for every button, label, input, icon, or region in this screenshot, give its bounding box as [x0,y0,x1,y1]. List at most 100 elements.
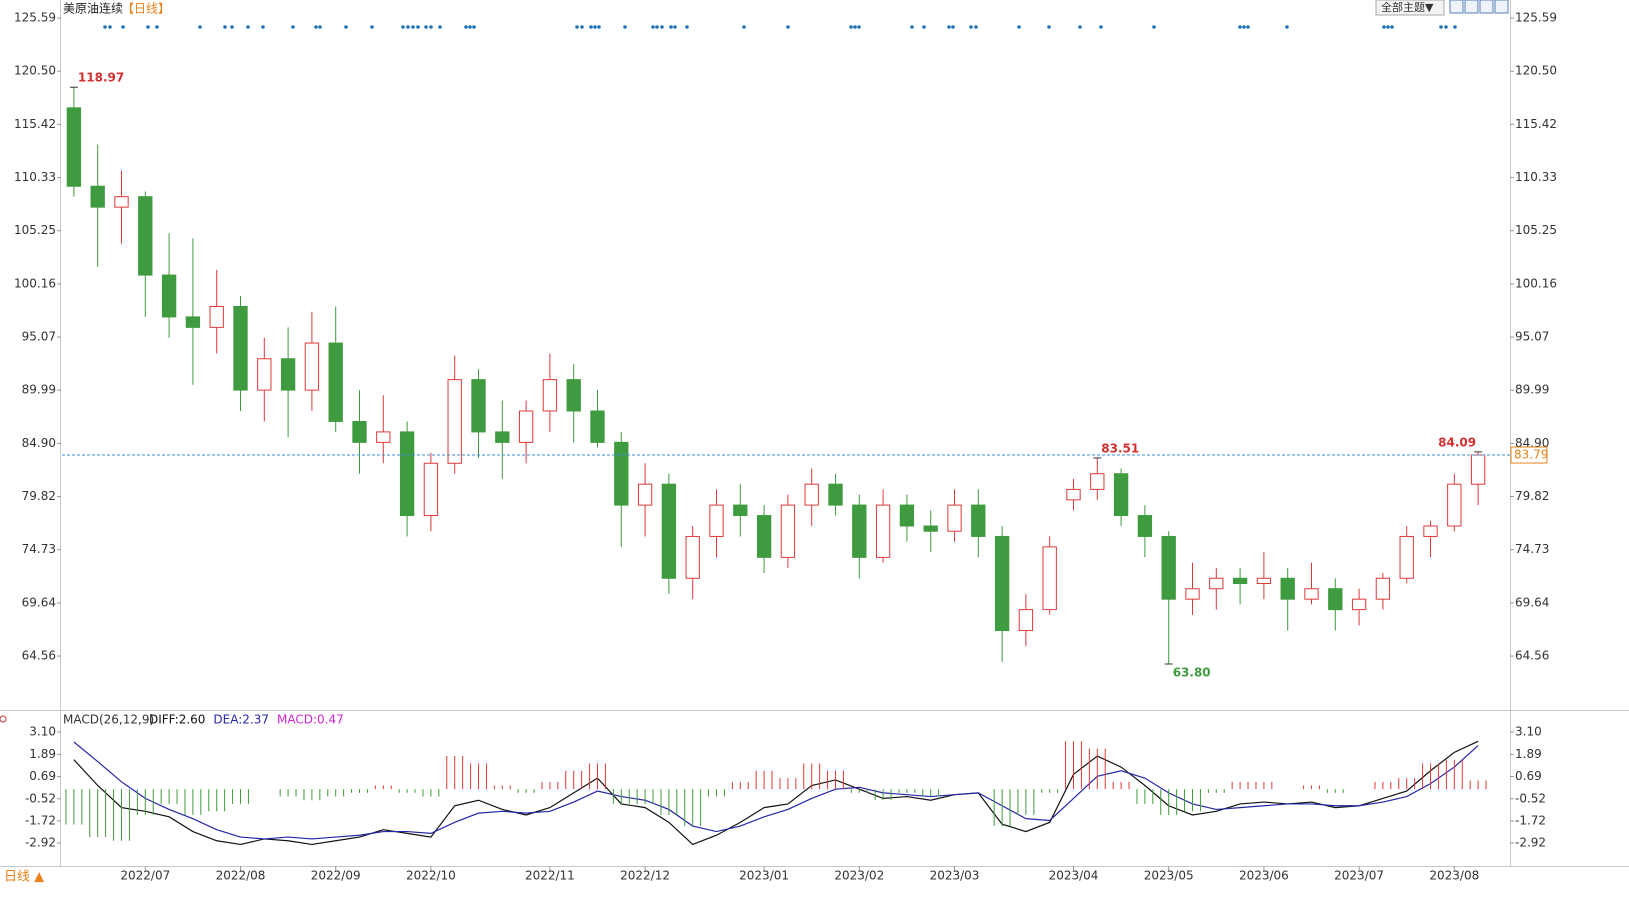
candle-body [947,504,962,532]
last-price-label: 83.79 [1514,448,1548,462]
event-marker [314,25,318,29]
candle-body [1066,488,1081,501]
y-tick-label-right: 1.89 [1515,747,1542,761]
candle-body [994,535,1010,632]
candle-body [1185,588,1200,600]
candle-body [804,483,819,506]
event-marker [589,25,593,29]
event-marker [1439,25,1443,29]
candle-body [138,196,153,276]
candle-body [1232,577,1248,584]
event-marker [1453,25,1457,29]
candle-body [661,483,677,579]
event-marker [370,25,374,29]
y-tick-label: 64.56 [22,649,56,663]
y-tick-label: 100.16 [14,276,56,290]
toolbar-icon[interactable] [1494,0,1509,14]
x-tick-label: 2022/10 [406,869,456,883]
event-marker [597,25,601,29]
candle-body [780,504,796,558]
candle-body [566,379,581,412]
event-marker [103,25,107,29]
toolbar[interactable]: 全部主题▼ [1375,0,1509,16]
candle-body [1328,588,1343,611]
candle-body [1113,473,1129,517]
y-tick-label-right: 0.69 [1515,769,1542,783]
event-marker [685,25,689,29]
y-tick-label-right: 69.64 [1515,595,1549,609]
macd-title: MACD(26,12,9) [63,713,154,727]
macd-line [73,741,1479,840]
event-marker [1444,25,1448,29]
y-tick-label-right: 79.82 [1515,489,1549,503]
event-marker [1238,25,1242,29]
y-tick-label-right: 105.25 [1515,223,1557,237]
candle-body [1375,577,1391,600]
y-tick-label: -1.72 [25,813,56,827]
y-tick-label-right: 3.10 [1515,725,1542,739]
y-tick-label-right: 84.90 [1515,436,1549,450]
x-tick-label: 2022/07 [120,869,170,883]
candle-body [1256,577,1272,584]
settings-icon[interactable] [0,715,7,723]
candle-body [352,420,367,443]
event-marker [974,25,978,29]
event-marker [910,25,914,29]
candle-body [1470,454,1486,485]
y-tick-label: 115.42 [14,117,56,131]
x-tick-label: 2023/06 [1239,869,1289,883]
event-marker [951,25,955,29]
theme-button-label[interactable]: 全部主题▼ [1381,0,1434,14]
event-marker [1382,25,1386,29]
y-tick-label: -2.92 [25,835,56,849]
event-marker [230,25,234,29]
toolbar-icon[interactable] [1449,0,1464,14]
high-label: 118.97 [78,71,124,85]
toolbar-icon[interactable] [1464,0,1479,14]
candle-body [1090,473,1105,490]
candle-body [1399,535,1414,579]
event-marker [108,25,112,29]
event-marker [1285,25,1289,29]
candle-body [471,379,486,433]
high-label: 84.09 [1438,435,1476,449]
event-marker [223,25,227,29]
event-marker [438,25,442,29]
event-marker [673,25,677,29]
theme-button[interactable] [1375,0,1445,16]
candle-body [1042,546,1057,611]
y-tick-label: 120.50 [14,64,56,78]
candle-body [828,483,843,506]
y-tick-label: -0.52 [25,791,56,805]
candle-body [209,305,224,328]
candle-body [685,535,700,579]
candle-body [161,274,177,318]
period-switch[interactable]: 日线 ▲ [4,870,44,885]
event-marker [593,25,597,29]
candle-body [114,196,129,208]
y-tick-label-right: -2.92 [1515,835,1546,849]
event-marker [261,25,265,29]
event-marker [344,25,348,29]
candle-body [1423,525,1438,537]
candle-body [875,504,891,558]
x-tick-label: 2022/12 [620,869,670,883]
y-tick-label: 3.10 [29,725,56,739]
macd-line [73,740,1479,846]
event-marker [198,25,202,29]
candle-body [1137,515,1153,537]
candle-body [280,358,296,391]
y-tick-label-right: 115.42 [1515,117,1557,131]
toolbar-icon[interactable] [1479,0,1494,14]
y-tick-label: 95.07 [22,330,56,344]
candle-body [399,431,415,517]
macd-readout: MACD:0.47 [277,713,344,727]
y-tick-label: 79.82 [22,489,56,503]
event-marker [429,25,433,29]
event-marker [291,25,295,29]
candle-body [328,342,343,422]
candle-body [1351,598,1367,611]
event-marker [742,25,746,29]
candle-body [66,107,82,187]
